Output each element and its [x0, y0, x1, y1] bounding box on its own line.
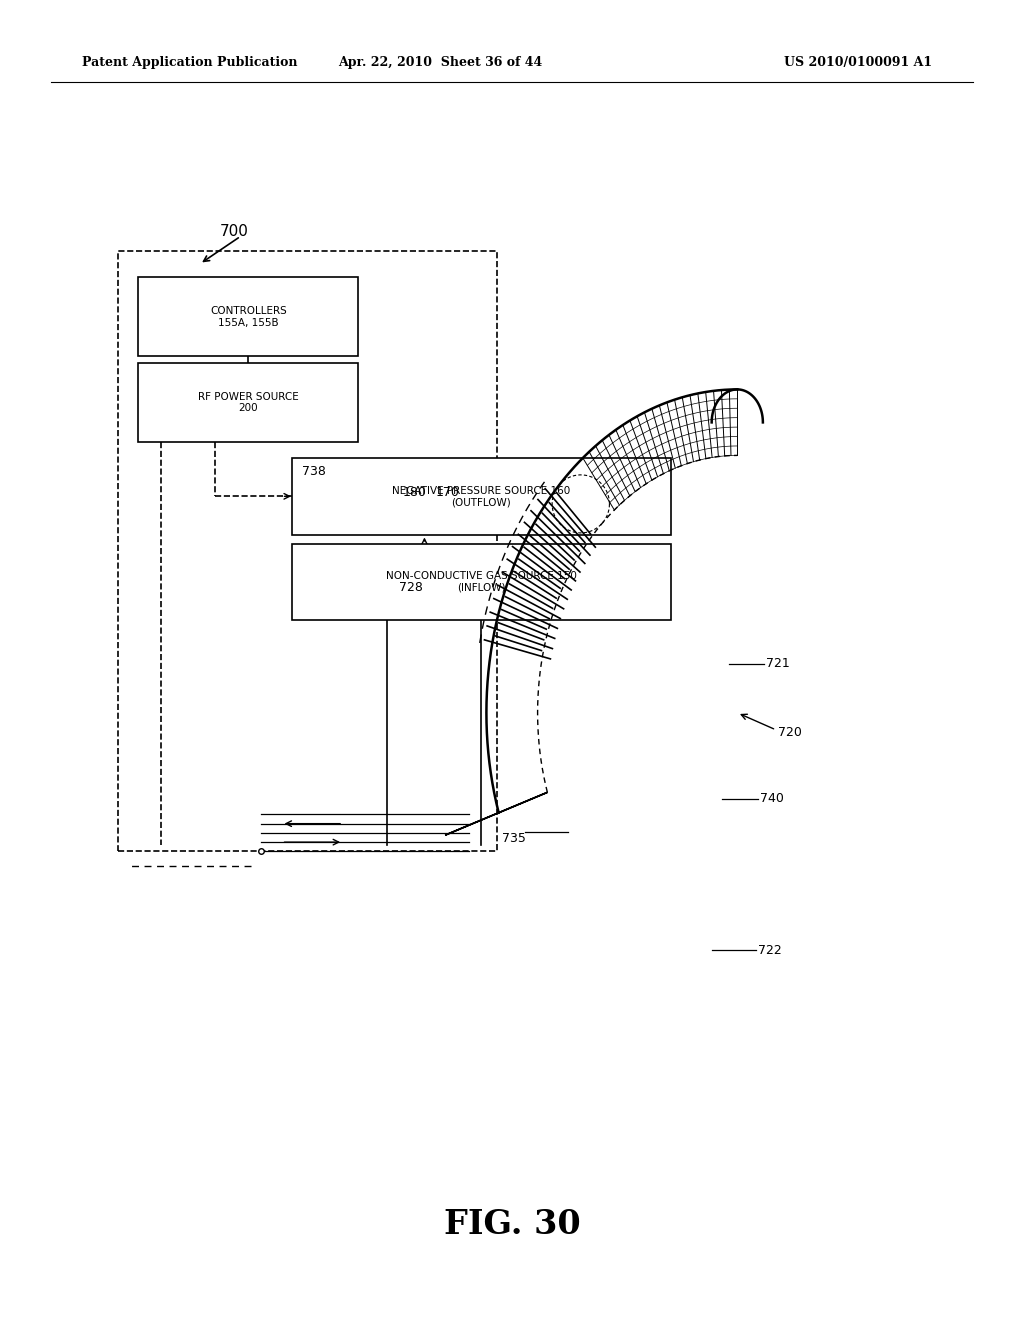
Text: 728: 728 — [399, 581, 423, 594]
Bar — [292, 458, 671, 535]
Text: NON-CONDUCTIVE GAS SOURCE 150
(INFLOW): NON-CONDUCTIVE GAS SOURCE 150 (INFLOW) — [386, 572, 577, 593]
Text: 735: 735 — [502, 832, 525, 845]
Text: 722: 722 — [758, 944, 781, 957]
Text: NEGATIVE PRESSURE SOURCE 160
(OUTFLOW): NEGATIVE PRESSURE SOURCE 160 (OUTFLOW) — [392, 486, 570, 507]
Text: Patent Application Publication: Patent Application Publication — [82, 55, 297, 69]
Text: RF POWER SOURCE
200: RF POWER SOURCE 200 — [198, 392, 299, 413]
Text: 170: 170 — [435, 486, 459, 499]
Bar — [138, 363, 358, 442]
Bar — [292, 544, 671, 620]
Bar — [138, 277, 358, 356]
Text: 738: 738 — [302, 465, 326, 478]
Text: 740: 740 — [760, 792, 783, 805]
Bar — [118, 251, 497, 851]
Text: 180: 180 — [402, 486, 426, 499]
Text: 721: 721 — [766, 657, 790, 671]
Polygon shape — [445, 792, 548, 836]
Text: FIG. 30: FIG. 30 — [443, 1209, 581, 1241]
Text: 700: 700 — [220, 223, 249, 239]
Text: Apr. 22, 2010  Sheet 36 of 44: Apr. 22, 2010 Sheet 36 of 44 — [338, 55, 543, 69]
Text: US 2010/0100091 A1: US 2010/0100091 A1 — [783, 55, 932, 69]
Text: 720: 720 — [778, 726, 802, 739]
Text: CONTROLLERS
155A, 155B: CONTROLLERS 155A, 155B — [210, 306, 287, 327]
